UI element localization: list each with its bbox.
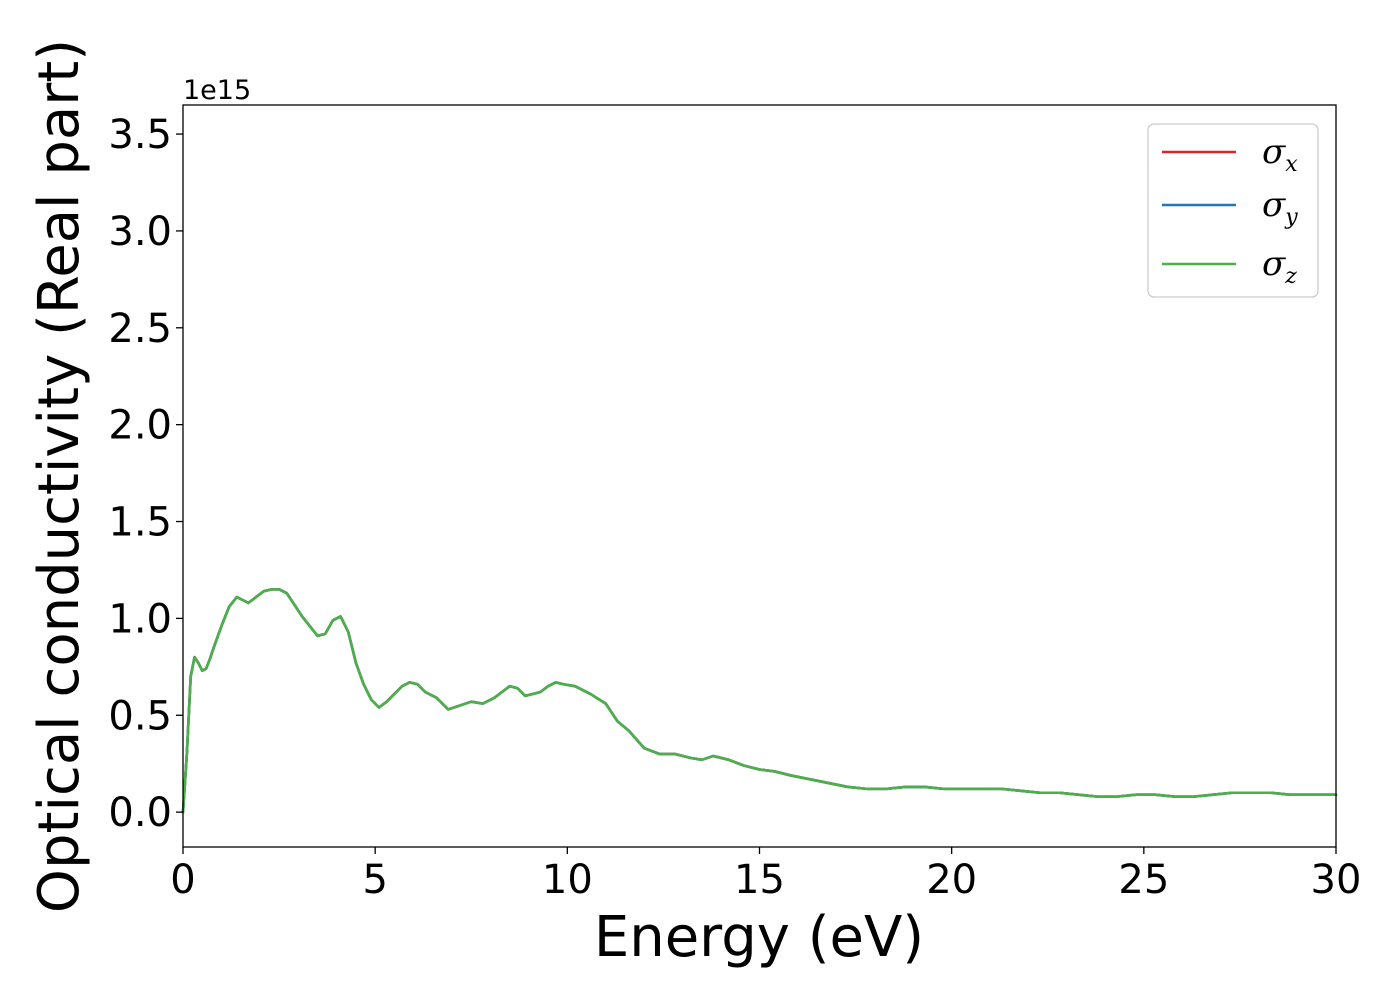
legend-subscript: x xyxy=(1285,152,1298,177)
x-tick-label: 30 xyxy=(1311,857,1362,903)
legend-label-0: σx xyxy=(1262,132,1298,177)
x-tick-label: 5 xyxy=(362,857,387,903)
legend-subscript: y xyxy=(1284,205,1298,230)
series-lines xyxy=(181,588,1338,814)
y-tick-label: 2.5 xyxy=(108,306,172,352)
x-tick-label: 10 xyxy=(542,857,593,903)
x-tick-label: 25 xyxy=(1118,857,1169,903)
y-tick-label: 0.5 xyxy=(108,693,172,739)
legend-subscript: z xyxy=(1284,264,1297,289)
y-axis-offset-label: 1e15 xyxy=(183,75,251,106)
x-tick-label: 15 xyxy=(734,857,785,903)
y-tick-label: 0.0 xyxy=(108,790,172,836)
y-tick-label: 1.0 xyxy=(108,596,172,642)
x-axis-title: Energy (eV) xyxy=(594,905,924,970)
x-tick-label: 20 xyxy=(926,857,977,903)
y-tick-label: 3.0 xyxy=(108,209,172,255)
series-line-1 xyxy=(181,588,1338,814)
x-tick-label: 0 xyxy=(170,857,195,903)
series-line-0 xyxy=(181,588,1338,814)
y-axis-ticks: 0.0 0.5 1.0 1.5 2.0 2.5 3.0 3.5 xyxy=(108,112,183,836)
y-tick-label: 3.5 xyxy=(108,112,172,158)
y-tick-label: 1.5 xyxy=(108,500,172,546)
legend-symbol: σ xyxy=(1262,244,1286,284)
legend-label-2: σz xyxy=(1262,244,1297,289)
y-tick-label: 2.0 xyxy=(108,403,172,449)
y-axis-title: Optical conductivity (Real part) xyxy=(27,39,92,913)
legend-symbol: σ xyxy=(1262,132,1286,172)
legend-label-1: σy xyxy=(1262,185,1298,230)
series-line-2 xyxy=(181,588,1338,814)
legend-box xyxy=(1147,123,1319,298)
legend-symbol: σ xyxy=(1262,185,1286,225)
x-axis-ticks: 0 5 10 15 20 25 30 xyxy=(170,847,1361,903)
